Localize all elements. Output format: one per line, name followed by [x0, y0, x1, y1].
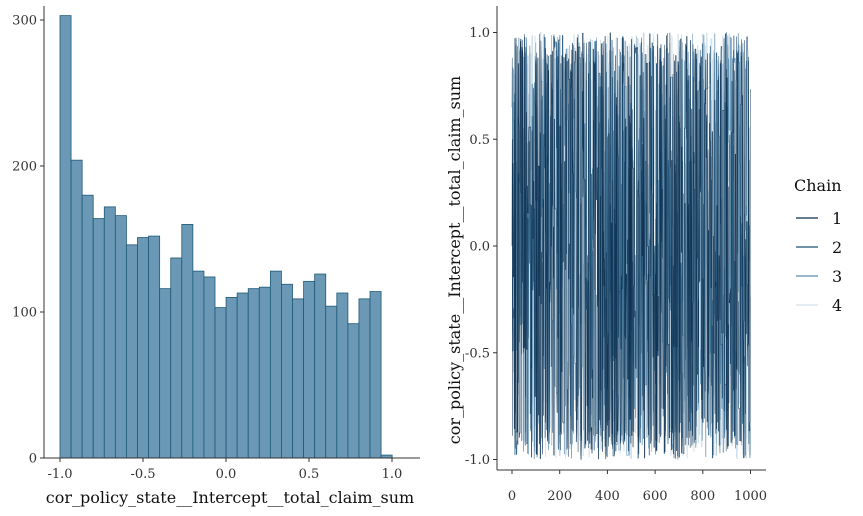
histogram-bar — [347, 323, 360, 459]
histogram-bar — [203, 276, 216, 459]
histogram-panel: 0 100 200 300 -1.0 -0.5 0.0 0.5 1.0 cor_policy_… — [12, 6, 420, 507]
trace-x-tick-label: 1000 — [734, 489, 767, 504]
histogram-bar — [325, 305, 338, 459]
trace-y-axis-title: cor_policy_state__Intercept__total_claim… — [445, 76, 464, 444]
histogram-bar — [214, 307, 227, 459]
histogram-x-tick-label: -1.0 — [47, 467, 72, 482]
histogram-bars — [59, 15, 393, 459]
trace-y-tick-label: -0.5 — [465, 346, 490, 361]
legend-label-1: 1 — [832, 209, 842, 228]
histogram-y-ticks: 0 100 200 300 — [12, 14, 44, 467]
trace-x-ticks: 0 200 400 600 800 1000 — [508, 470, 767, 504]
histogram-bar — [148, 235, 161, 459]
histogram-bar — [92, 218, 105, 459]
histogram-bar — [126, 244, 138, 459]
histogram-x-ticks: -1.0 -0.5 0.0 0.5 1.0 — [47, 458, 402, 482]
histogram-bar — [303, 280, 316, 459]
histogram-bar — [137, 237, 149, 459]
trace-x-tick-label: 0 — [508, 489, 516, 504]
trace-x-tick-label: 400 — [595, 489, 620, 504]
histogram-y-tick-label: 200 — [12, 160, 37, 175]
trace-panel: -1.0 -0.5 0.0 0.5 1.0 0 200 400 600 800 1000 cor_… — [445, 6, 767, 504]
histogram-bar — [358, 298, 371, 459]
histogram-bar — [70, 159, 83, 459]
histogram-bar — [336, 292, 349, 459]
histogram-bar — [181, 223, 194, 459]
histogram-bar — [103, 206, 116, 459]
histogram-bar — [59, 15, 72, 459]
histogram-x-tick-label: 1.0 — [382, 467, 403, 482]
trace-series-1 — [511, 32, 751, 460]
legend: Chain 1 2 3 4 — [794, 176, 842, 315]
trace-y-ticks: -1.0 -0.5 0.0 0.5 1.0 — [465, 26, 497, 468]
histogram-y-tick-label: 0 — [29, 452, 37, 467]
histogram-x-axis-title: cor_policy_state__Intercept__total_claim… — [46, 488, 414, 507]
histogram-bar — [292, 298, 304, 459]
histogram-y-tick-label: 300 — [12, 14, 37, 29]
legend-label-2: 2 — [832, 238, 842, 257]
trace-lines — [511, 32, 751, 460]
histogram-y-tick-label: 100 — [12, 306, 37, 321]
histogram-x-tick-label: 0.0 — [216, 467, 237, 482]
histogram-bar — [369, 291, 382, 459]
histogram-bar — [81, 194, 94, 459]
histogram-bar — [159, 288, 172, 459]
trace-x-tick-label: 600 — [643, 489, 668, 504]
trace-y-tick-label: 0.5 — [469, 133, 490, 148]
legend-title: Chain — [794, 176, 842, 195]
histogram-bar — [269, 270, 282, 459]
histogram-bar — [236, 292, 249, 459]
histogram-x-tick-label: 0.5 — [299, 467, 320, 482]
histogram-bar — [170, 257, 183, 459]
legend-label-4: 4 — [832, 296, 842, 315]
trace-x-tick-label: 200 — [547, 489, 572, 504]
histogram-bar — [281, 283, 293, 459]
histogram-bar — [114, 215, 127, 459]
histogram-bar — [314, 273, 327, 459]
trace-y-tick-label: 1.0 — [469, 26, 490, 41]
legend-label-3: 3 — [832, 267, 842, 286]
trace-x-tick-label: 800 — [690, 489, 715, 504]
histogram-bar — [225, 296, 238, 459]
histogram-x-tick-label: -0.5 — [130, 467, 155, 482]
histogram-bar — [192, 270, 205, 459]
histogram-bar — [247, 288, 260, 459]
legend-items: 1 2 3 4 — [796, 209, 842, 315]
trace-y-tick-label: 0.0 — [469, 240, 490, 255]
trace-y-tick-label: -1.0 — [465, 453, 490, 468]
histogram-bar — [258, 286, 271, 459]
